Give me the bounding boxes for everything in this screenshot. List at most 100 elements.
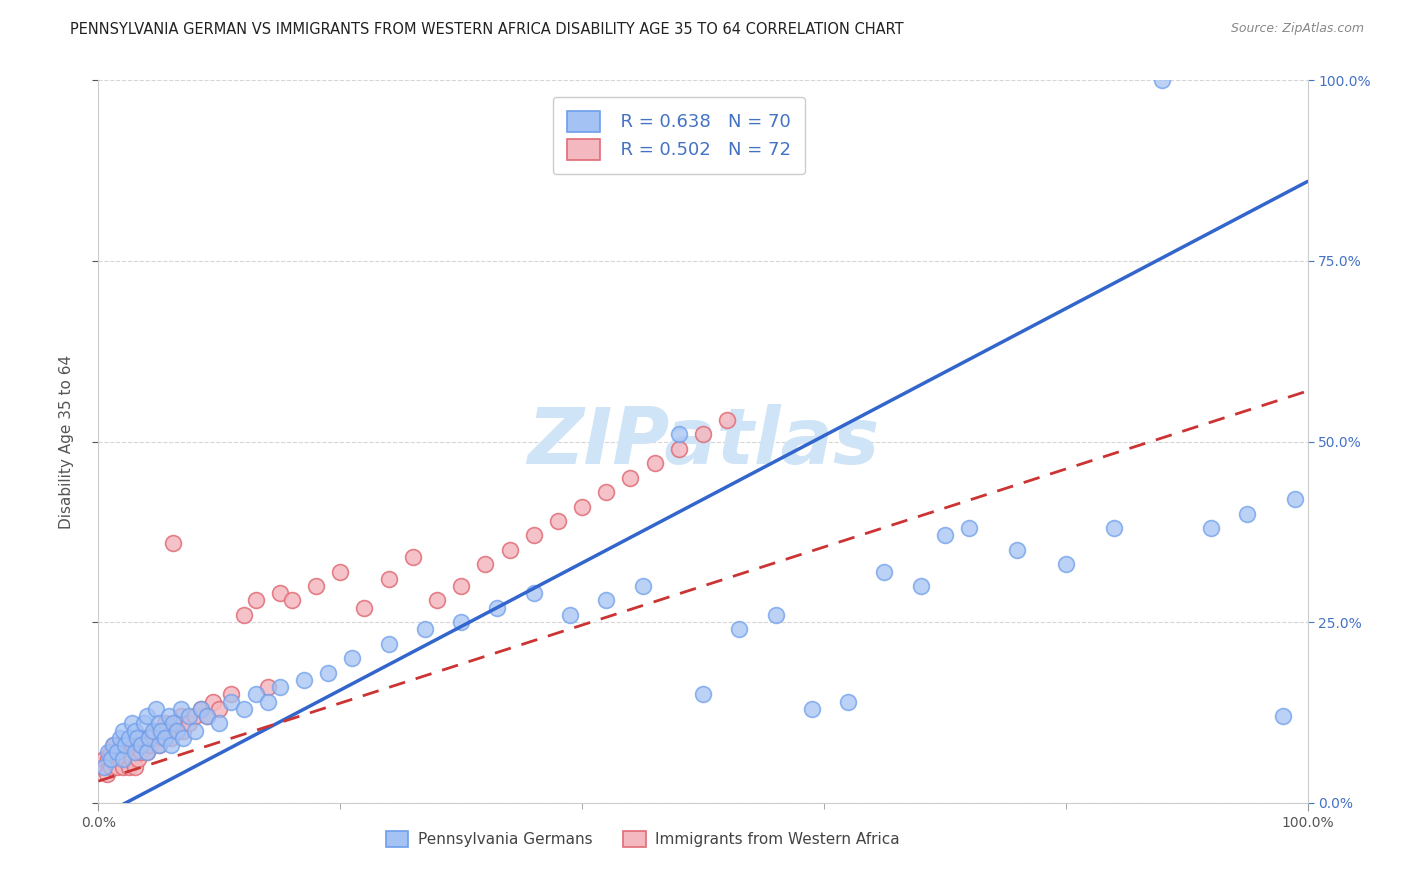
Point bbox=[153, 716, 176, 731]
Point bbox=[221, 687, 243, 701]
Point bbox=[129, 738, 152, 752]
Point bbox=[100, 752, 122, 766]
Point bbox=[474, 558, 496, 572]
Point bbox=[221, 695, 243, 709]
Point bbox=[108, 752, 131, 766]
Point bbox=[101, 752, 124, 766]
Point bbox=[184, 723, 207, 738]
Point bbox=[668, 442, 690, 456]
Point bbox=[523, 586, 546, 600]
Point bbox=[169, 709, 191, 723]
Point bbox=[129, 745, 152, 759]
Point bbox=[93, 760, 115, 774]
Point bbox=[139, 738, 162, 752]
Point bbox=[111, 723, 134, 738]
Point bbox=[202, 695, 225, 709]
Point bbox=[156, 723, 179, 738]
Point bbox=[644, 456, 666, 470]
Point bbox=[668, 427, 690, 442]
Point bbox=[105, 745, 128, 759]
Point bbox=[103, 738, 125, 752]
Point bbox=[571, 500, 593, 514]
Point bbox=[172, 731, 194, 745]
Point bbox=[134, 738, 156, 752]
Point bbox=[93, 752, 115, 766]
Point bbox=[115, 738, 138, 752]
Point bbox=[132, 731, 155, 745]
Point bbox=[184, 709, 207, 723]
Point bbox=[148, 738, 170, 752]
Point bbox=[162, 535, 184, 549]
Point bbox=[208, 702, 231, 716]
Point bbox=[135, 709, 157, 723]
Point bbox=[101, 738, 124, 752]
Point bbox=[110, 738, 132, 752]
Point bbox=[619, 470, 641, 484]
Point bbox=[329, 565, 352, 579]
Point bbox=[547, 514, 569, 528]
Point bbox=[135, 745, 157, 759]
Point bbox=[1272, 709, 1295, 723]
Point bbox=[145, 702, 167, 716]
Point bbox=[631, 579, 654, 593]
Point bbox=[162, 716, 184, 731]
Point bbox=[245, 593, 267, 607]
Point bbox=[190, 702, 212, 716]
Point bbox=[91, 760, 114, 774]
Legend: Pennsylvania Germans, Immigrants from Western Africa: Pennsylvania Germans, Immigrants from We… bbox=[380, 825, 905, 853]
Point bbox=[148, 738, 170, 752]
Point bbox=[800, 702, 823, 716]
Point bbox=[127, 731, 149, 745]
Point bbox=[281, 593, 304, 607]
Point bbox=[195, 709, 218, 723]
Point bbox=[160, 731, 183, 745]
Point bbox=[232, 607, 254, 622]
Point bbox=[166, 723, 188, 738]
Point bbox=[256, 680, 278, 694]
Point bbox=[179, 716, 201, 731]
Point bbox=[148, 716, 170, 731]
Point bbox=[595, 485, 617, 500]
Point bbox=[153, 731, 176, 745]
Point bbox=[138, 731, 160, 745]
Point bbox=[450, 579, 472, 593]
Point bbox=[128, 738, 150, 752]
Point bbox=[377, 637, 399, 651]
Point bbox=[122, 738, 145, 752]
Point bbox=[100, 760, 122, 774]
Point bbox=[1054, 558, 1077, 572]
Point bbox=[169, 702, 191, 716]
Point bbox=[125, 745, 148, 759]
Point bbox=[269, 586, 291, 600]
Point bbox=[111, 745, 134, 759]
Point bbox=[342, 651, 364, 665]
Point bbox=[837, 695, 859, 709]
Point bbox=[97, 752, 120, 766]
Point bbox=[157, 709, 180, 723]
Point bbox=[195, 709, 218, 723]
Point bbox=[150, 723, 173, 738]
Point bbox=[143, 723, 166, 738]
Point bbox=[107, 745, 129, 759]
Point bbox=[121, 716, 143, 731]
Point bbox=[97, 745, 120, 759]
Point bbox=[957, 521, 980, 535]
Point bbox=[118, 745, 141, 759]
Point bbox=[124, 745, 146, 759]
Point bbox=[114, 738, 136, 752]
Point bbox=[208, 716, 231, 731]
Point bbox=[692, 427, 714, 442]
Point bbox=[353, 600, 375, 615]
Point bbox=[179, 709, 201, 723]
Point bbox=[114, 752, 136, 766]
Point bbox=[1284, 492, 1306, 507]
Point bbox=[402, 550, 425, 565]
Point bbox=[190, 702, 212, 716]
Point bbox=[292, 673, 315, 687]
Point bbox=[124, 760, 146, 774]
Point bbox=[873, 565, 896, 579]
Point bbox=[111, 760, 134, 774]
Point bbox=[100, 745, 122, 759]
Text: ZIPatlas: ZIPatlas bbox=[527, 403, 879, 480]
Point bbox=[765, 607, 787, 622]
